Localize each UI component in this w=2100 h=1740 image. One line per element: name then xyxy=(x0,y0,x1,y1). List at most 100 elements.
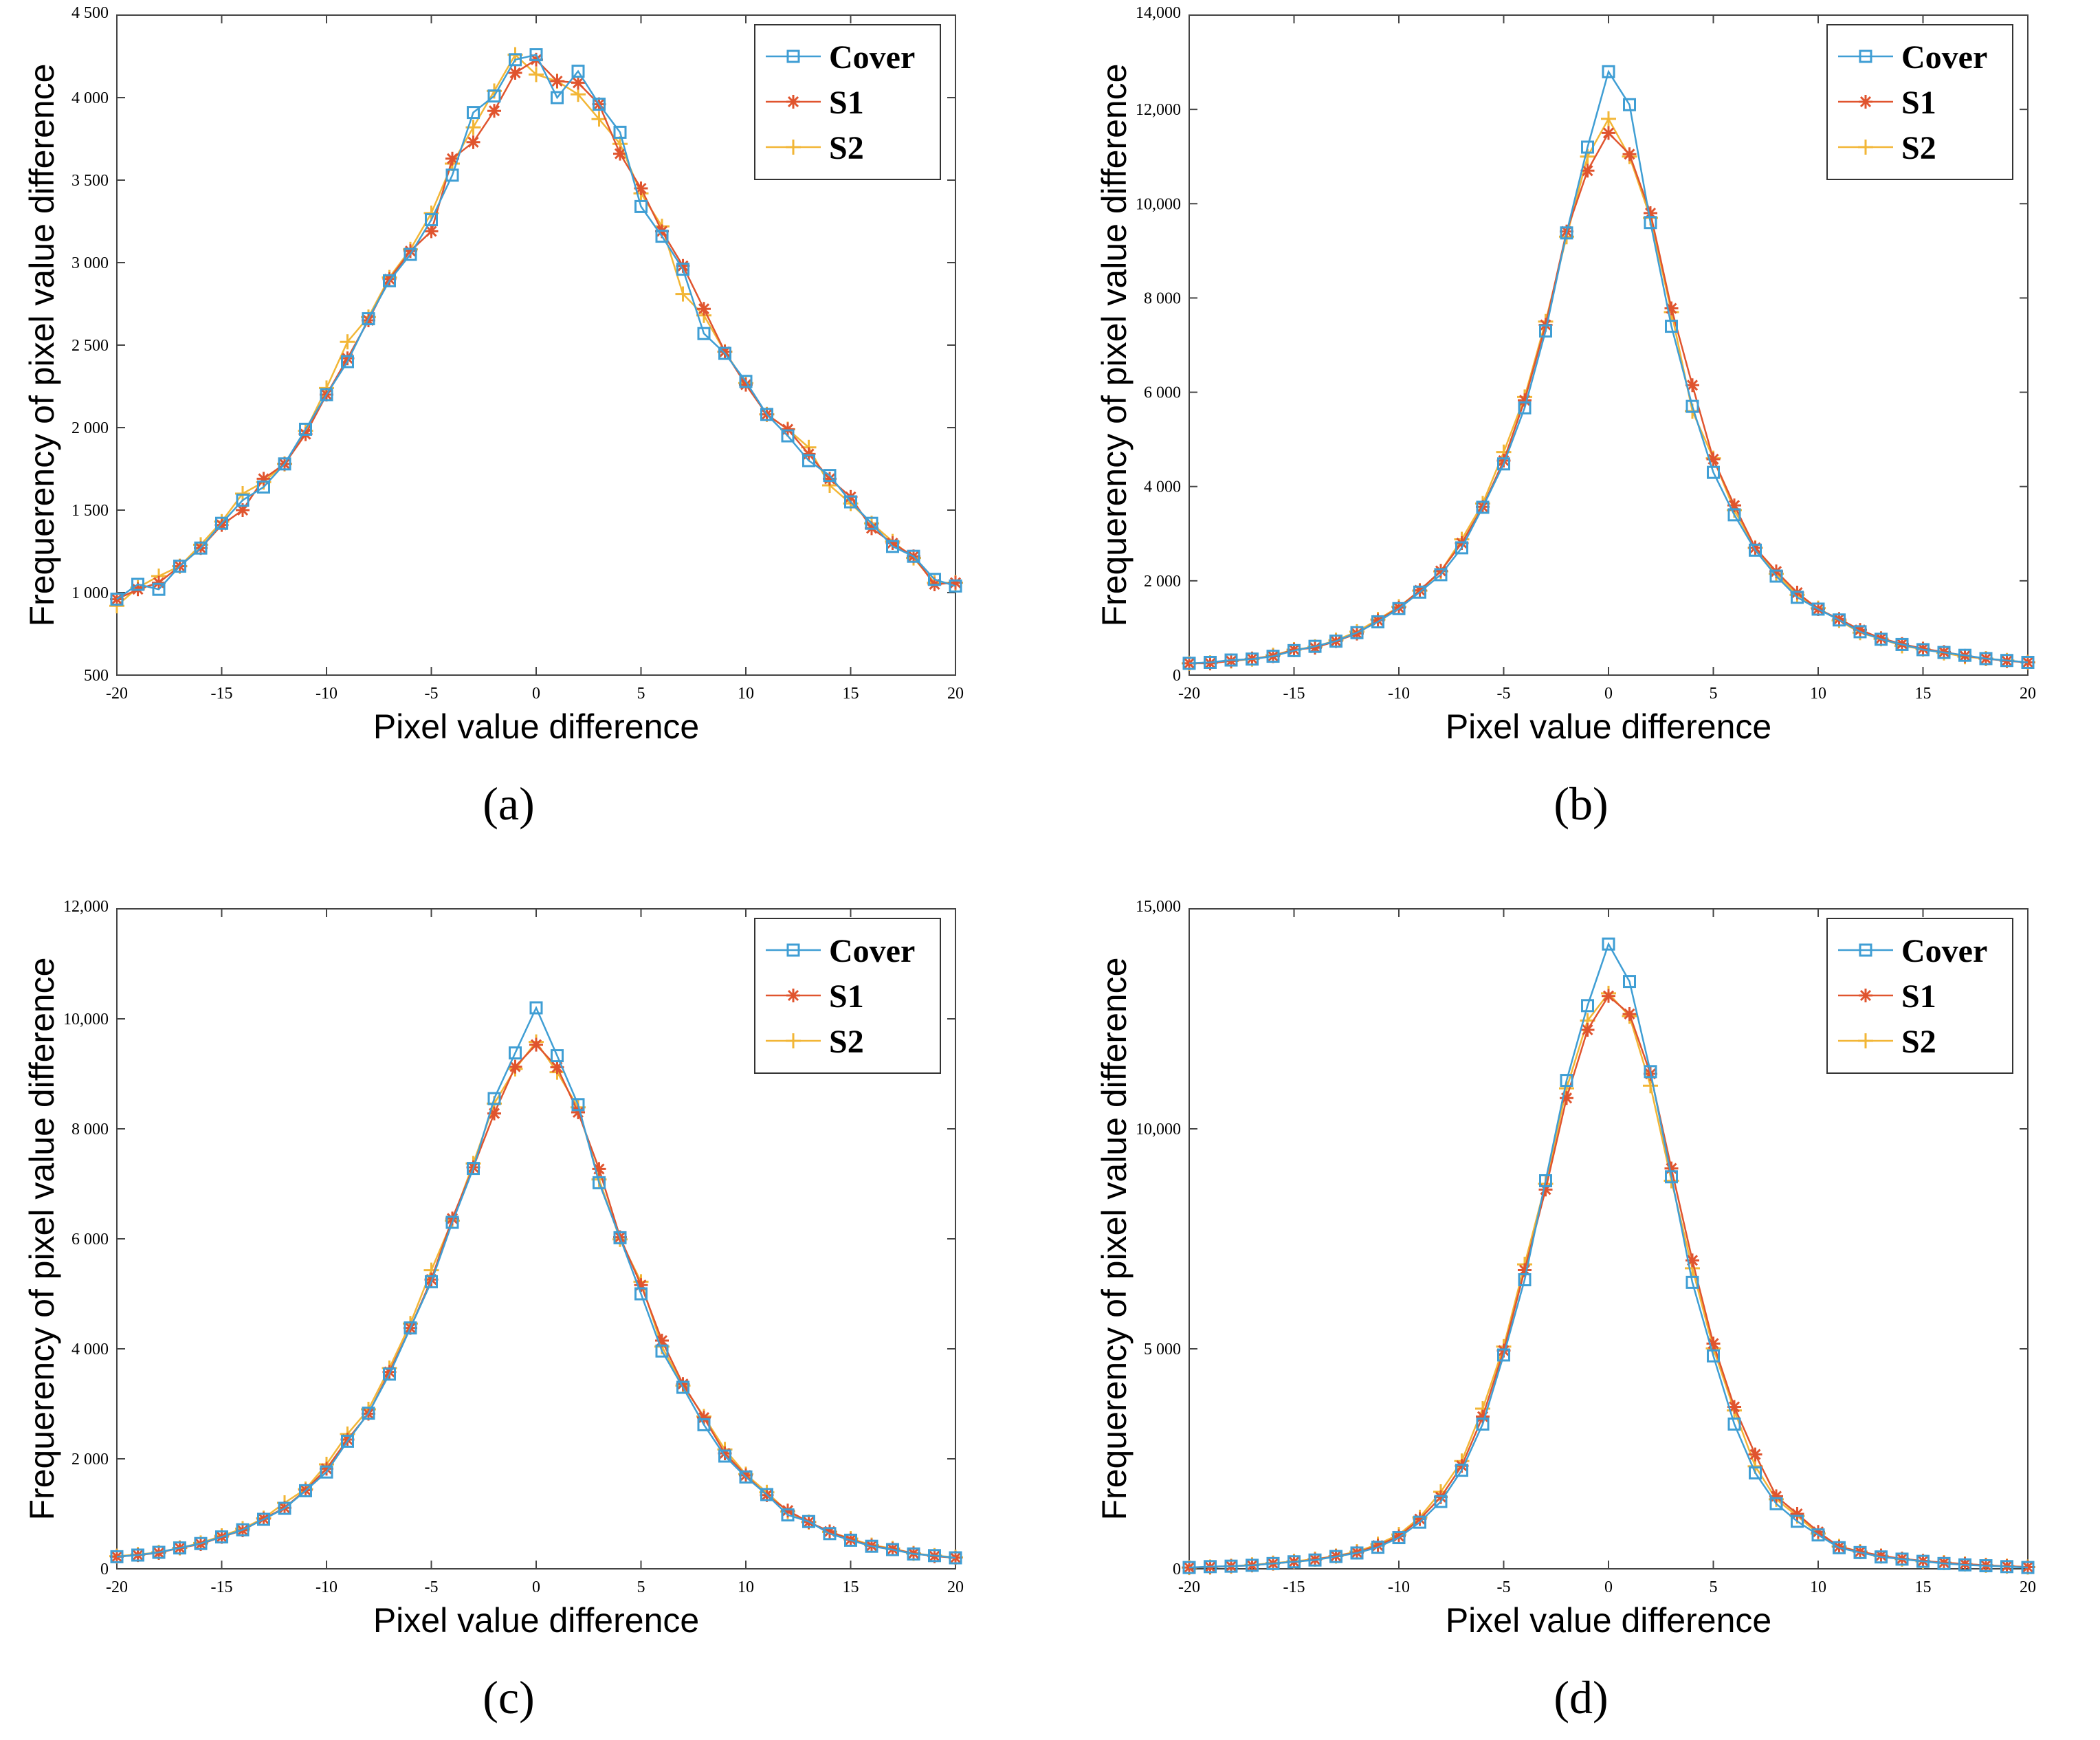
y-tick-label: 10,000 xyxy=(1136,1121,1181,1138)
data-point-cover xyxy=(676,1380,689,1394)
data-point-cover xyxy=(152,1545,166,1559)
series-cover-a xyxy=(110,48,962,606)
x-tick-label: 5 xyxy=(1710,1578,1718,1596)
legend-label-cover: Cover xyxy=(1901,933,1987,969)
y-tick-label: 1 000 xyxy=(71,584,109,602)
data-point-s1 xyxy=(1622,1006,1637,1021)
legend-label-s2: S2 xyxy=(829,130,864,166)
x-tick-label: 20 xyxy=(2020,1578,2036,1596)
data-point-cover xyxy=(257,1512,270,1526)
data-point-cover xyxy=(1727,508,1741,522)
data-point-cover xyxy=(1182,1561,1196,1574)
data-point-cover xyxy=(1497,1348,1510,1362)
x-tick-label: -15 xyxy=(1283,685,1305,703)
data-point-cover xyxy=(865,516,878,530)
x-axis-label: Pixel value difference xyxy=(373,707,699,746)
legend-box xyxy=(1826,24,2013,180)
data-point-s1 xyxy=(1685,378,1699,393)
data-point-cover xyxy=(194,541,208,555)
data-point-cover xyxy=(299,1484,312,1497)
x-tick-label: 5 xyxy=(637,685,645,703)
y-tick-label: 14,000 xyxy=(1136,4,1181,22)
x-tick-label: 10 xyxy=(1810,1578,1826,1596)
chart-svg-c: -20 -15 -10 -5 0 5 10 15 20 0 2 000 4 000 6 000 8 000… xyxy=(23,898,964,1640)
legend-label-s1: S1 xyxy=(1901,85,1936,121)
data-point-cover xyxy=(1497,457,1510,471)
data-point-cover xyxy=(1476,500,1490,514)
data-point-cover xyxy=(907,1547,920,1561)
data-point-cover xyxy=(1246,652,1259,666)
x-axis-label: Pixel value difference xyxy=(1446,1601,1771,1640)
data-point-cover xyxy=(2021,655,2035,669)
data-point-cover xyxy=(1833,613,1846,627)
legend-marker-cover xyxy=(786,943,800,957)
y-tick-label: 10,000 xyxy=(63,1011,109,1028)
data-point-s2 xyxy=(1601,111,1616,126)
data-point-s1 xyxy=(508,1059,522,1074)
data-point-cover xyxy=(362,1407,375,1420)
data-point-cover xyxy=(529,1001,543,1015)
legend-label-s2: S2 xyxy=(1901,1024,1936,1060)
data-point-cover xyxy=(1853,625,1867,639)
x-tick-label: -15 xyxy=(211,1578,233,1596)
legend-c: Cover S1 S2 xyxy=(754,918,941,1074)
legend-marker-cover xyxy=(786,49,800,63)
legend-label-cover: Cover xyxy=(829,39,915,76)
data-point-cover xyxy=(362,312,375,326)
data-point-cover xyxy=(1434,1495,1448,1508)
x-tick-label: 5 xyxy=(1710,685,1718,703)
data-point-cover xyxy=(445,1215,459,1229)
data-point-cover xyxy=(1937,1556,1951,1570)
data-point-cover xyxy=(760,1488,773,1501)
data-point-cover xyxy=(487,1092,501,1105)
data-point-cover xyxy=(634,199,648,213)
data-point-s1 xyxy=(508,66,522,80)
data-point-cover xyxy=(215,1530,228,1544)
y-tick-label: 4 000 xyxy=(71,89,109,107)
data-point-cover xyxy=(1266,1556,1280,1570)
data-point-cover xyxy=(1539,324,1552,338)
data-point-cover xyxy=(1791,591,1804,604)
data-point-cover xyxy=(1204,655,1217,669)
legend-b: Cover S1 S2 xyxy=(1826,24,2013,180)
data-point-cover xyxy=(613,1231,627,1244)
x-tick-label: -10 xyxy=(1388,685,1410,703)
series-line-cover xyxy=(1189,69,2029,665)
x-tick-label: -5 xyxy=(425,685,439,703)
legend-label-cover: Cover xyxy=(829,933,915,969)
chart-panel-c: -20 -15 -10 -5 0 5 10 15 20 0 2 000 4 000 6 000 8 000… xyxy=(0,894,1017,1724)
data-point-cover xyxy=(949,1551,962,1565)
data-point-cover xyxy=(509,53,522,67)
data-point-cover xyxy=(886,1543,899,1556)
x-tick-label: -20 xyxy=(1178,685,1200,703)
data-point-cover xyxy=(844,495,857,509)
x-tick-label: -10 xyxy=(1388,1578,1410,1596)
legend-marker-s2 xyxy=(786,1033,801,1048)
data-point-cover xyxy=(2000,654,2013,668)
data-point-cover xyxy=(1853,1545,1867,1559)
data-point-cover xyxy=(1266,650,1280,663)
data-point-cover xyxy=(257,480,270,494)
series-line-cover xyxy=(1189,942,2029,1569)
data-point-cover xyxy=(593,98,606,111)
data-point-cover xyxy=(1665,320,1678,333)
data-point-cover xyxy=(1685,399,1699,413)
data-point-s1 xyxy=(571,76,585,90)
data-point-cover xyxy=(1727,1417,1741,1431)
data-point-s1 xyxy=(1580,164,1595,178)
data-point-cover xyxy=(1392,602,1406,615)
data-point-cover xyxy=(865,1539,878,1553)
data-point-cover xyxy=(739,1470,753,1484)
data-point-s1 xyxy=(1790,1507,1804,1521)
data-point-s1 xyxy=(256,472,271,486)
y-tick-label: 0 xyxy=(1173,667,1181,685)
x-tick-label: -20 xyxy=(106,1578,128,1596)
y-tick-label: 4 500 xyxy=(71,4,109,22)
data-point-cover xyxy=(1204,1560,1217,1574)
data-point-cover xyxy=(1392,1531,1406,1545)
data-point-cover xyxy=(1895,1552,1909,1566)
data-point-cover xyxy=(2000,1560,2013,1574)
data-point-cover xyxy=(236,494,250,507)
series-line-cover xyxy=(116,1005,956,1559)
data-point-cover xyxy=(1329,1550,1342,1563)
